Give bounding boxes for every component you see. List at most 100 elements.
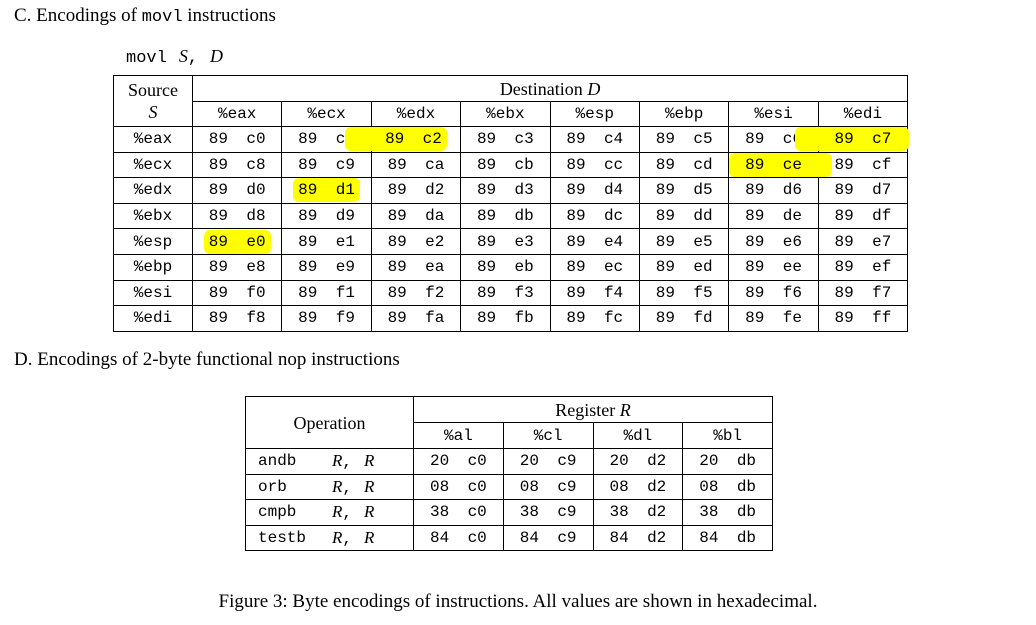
column-header: %cl (502, 422, 594, 449)
table-c-header-row-1: Source S Destination D (113, 75, 909, 127)
encoding-cell: 89 fd (655, 309, 713, 328)
operation-mnemonic: cmpb (258, 503, 297, 522)
column-header: %bl (682, 422, 773, 449)
encoding-cell: 89 ce (729, 152, 832, 177)
encoding-cell: 89 d8 (208, 207, 266, 226)
encoding-cell: 89 dc (566, 207, 624, 226)
encoding-cell: 89 df (834, 207, 892, 226)
movl-instruction-label: movl S, D (126, 46, 223, 68)
operation-cell: testb R, R (246, 528, 413, 548)
encoding-cell: 89 ff (834, 309, 892, 328)
movl-code-text: movl (141, 8, 183, 27)
table-c-header-row-2: %eax %ecx %edx %ebx %esp %ebp %esi %edi (114, 101, 909, 127)
encoding-cell: 20 c0 (429, 452, 487, 471)
instr-separator: , (187, 49, 199, 68)
encoding-cell: 89 d5 (655, 181, 713, 200)
row-label: %ebx (113, 202, 193, 230)
encoding-cell: 89 e3 (476, 232, 534, 251)
row-label: %esp (113, 228, 193, 255)
column-header: %eax (191, 101, 283, 127)
encoding-cell: 89 fe (745, 309, 802, 328)
table-row: andb R, R 20 c0 20 c9 20 d2 20 db (245, 448, 773, 475)
encoding-cell: 89 f3 (476, 283, 534, 302)
encoding-cell: 89 dd (655, 207, 713, 226)
register-header-label: Register (555, 399, 620, 420)
section-d-title: D. Encodings of 2-byte functional nop in… (14, 349, 400, 370)
operation-header-cell: Operation (245, 396, 414, 449)
table-row: %edx 89 d0 89 d1 89 d2 89 d3 89 d4 89 d5… (113, 177, 909, 204)
column-header: %ecx (281, 101, 372, 127)
encoding-cell: 20 c9 (519, 452, 577, 471)
encoding-cell: 89 f8 (208, 309, 266, 328)
figure-caption: Figure 3: Byte encodings of instructions… (218, 591, 818, 612)
encoding-cell: 89 ef (834, 258, 892, 277)
encoding-cell: 89 f5 (655, 283, 713, 302)
table-row: %ebp 89 e8 89 e9 89 ea 89 eb 89 ec 89 ed… (113, 253, 909, 281)
encoding-cell: 89 ea (387, 258, 445, 277)
operation-args: R, R (332, 527, 375, 548)
row-label: %edx (113, 177, 193, 204)
table-row: %esi 89 f0 89 f1 89 f2 89 f3 89 f4 89 f5… (113, 279, 909, 307)
operation-args: R, R (332, 476, 375, 497)
column-header: %edx (370, 101, 462, 127)
encoding-cell: 89 cd (655, 155, 713, 174)
encoding-cell: 08 c0 (429, 477, 487, 496)
encoding-cell: 89 e9 (298, 258, 355, 277)
encoding-cell: 38 d2 (609, 503, 667, 522)
encoding-cell: 89 ed (655, 258, 713, 277)
source-header-var: S (148, 102, 158, 122)
encoding-cell: 20 db (699, 452, 757, 471)
instr-dst-operand: D (210, 46, 224, 66)
encoding-cell: 89 e1 (298, 232, 355, 251)
operation-args: R, R (332, 502, 375, 523)
instr-src-operand: S (178, 46, 188, 66)
encoding-cell: 89 d1 (293, 178, 360, 203)
operation-cell: cmpb R, R (246, 502, 413, 522)
column-header: %ebx (460, 101, 551, 127)
encoding-cell: 89 fa (387, 309, 445, 328)
encoding-cell: 89 e0 (203, 229, 271, 254)
encoding-cell: 89 f1 (298, 283, 355, 302)
section-c-title-post: instructions (182, 5, 276, 26)
encoding-cell: 89 f6 (745, 283, 802, 302)
table-row: %eax 89 c0 89 c1 89 c2 89 c3 89 c4 89 c5… (113, 126, 910, 153)
encoding-cell: 89 e8 (208, 258, 266, 277)
encoding-cell: 08 d2 (609, 477, 667, 496)
operation-args: R, R (332, 451, 375, 472)
nop-encodings-table: Operation Register R %al %cl %dl %bl and… (245, 396, 773, 551)
row-label: %edi (113, 305, 193, 332)
table-d-header-row-2: %al %cl %dl %bl (246, 422, 773, 449)
encoding-cell: 89 fb (476, 309, 534, 328)
table-row: cmpb R, R 38 c0 38 c9 38 d2 38 db (245, 499, 773, 526)
encoding-cell: 89 ee (745, 258, 802, 277)
encoding-cell: 89 cc (566, 155, 624, 174)
encoding-cell: 89 c3 (476, 130, 534, 149)
encoding-cell: 89 de (745, 207, 802, 226)
register-header-cell: Register R (413, 396, 773, 423)
table-row: testb R, R 84 c0 84 c9 84 d2 84 db (245, 524, 773, 551)
destination-header-var: D (587, 78, 601, 99)
encoding-cell: 89 d0 (208, 181, 266, 200)
encoding-cell: 89 db (476, 207, 534, 226)
table-d-header-row-1: Operation Register R (245, 396, 773, 449)
column-header: %edi (817, 101, 909, 127)
source-header-cell: Source S (113, 75, 193, 127)
encoding-cell: 84 db (699, 528, 757, 547)
encoding-cell: 08 c9 (519, 477, 577, 496)
encoding-cell: 89 e6 (745, 232, 802, 251)
encoding-cell: 89 f7 (834, 283, 892, 302)
encoding-cell: 89 cb (476, 155, 534, 174)
encoding-cell: 89 e2 (387, 232, 445, 251)
destination-header-cell: Destination D (191, 75, 909, 102)
encoding-cell: 89 ec (566, 258, 624, 277)
encoding-cell: 89 c7 (794, 127, 910, 152)
section-c-title: C. Encodings of movl instructions (14, 5, 276, 27)
encoding-cell: 38 db (699, 503, 757, 522)
encoding-cell: 38 c0 (429, 503, 487, 522)
instr-mnemonic: movl (126, 49, 167, 68)
table-row: %ecx 89 c8 89 c9 89 ca 89 cb 89 cc 89 cd… (113, 151, 909, 179)
encoding-cell: 89 eb (476, 258, 534, 277)
encoding-cell: 89 c4 (566, 130, 624, 149)
encoding-cell: 89 d6 (745, 181, 802, 200)
table-row: %edi 89 f8 89 f9 89 fa 89 fb 89 fc 89 fd… (113, 305, 909, 332)
